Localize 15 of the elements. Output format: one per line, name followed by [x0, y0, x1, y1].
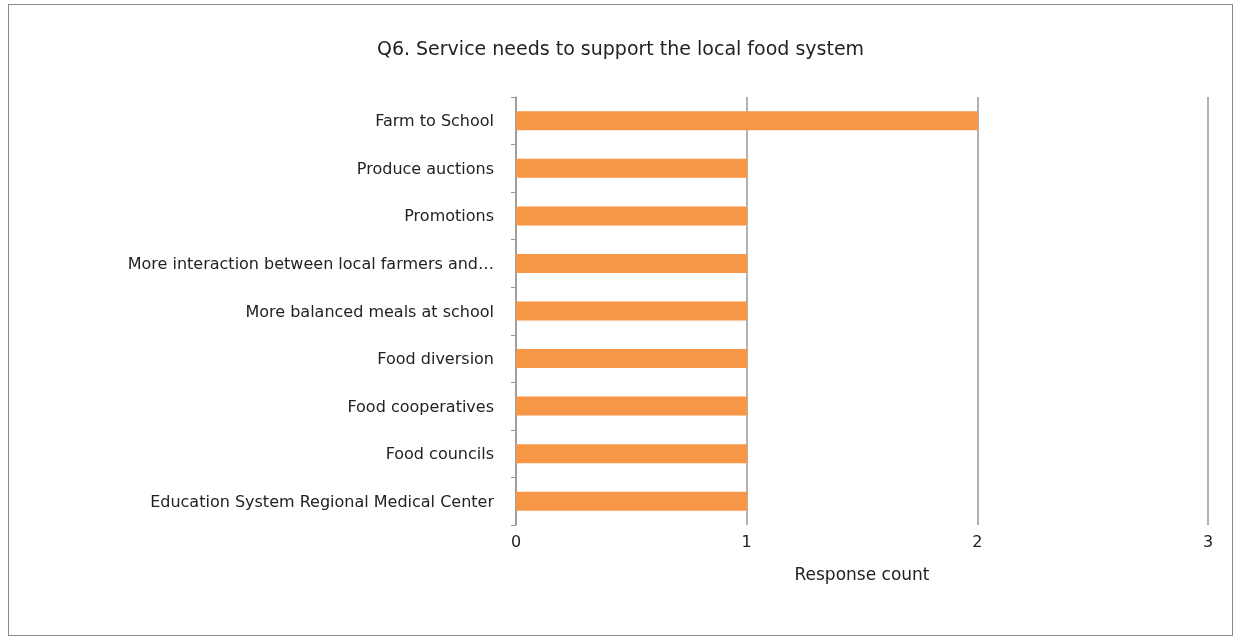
y-tick-label: Promotions	[404, 206, 494, 226]
y-tick-label: Farm to School	[375, 111, 494, 131]
y-tick-label: Food diversion	[377, 349, 494, 369]
y-tick-label: Education System Regional Medical Center	[150, 491, 495, 511]
y-tick-label: More interaction between local farmers and…	[127, 253, 494, 273]
x-tick-label: 0	[510, 531, 522, 551]
y-tick-label: Food cooperatives	[347, 396, 494, 416]
y-tick-label: Produce auctions	[356, 158, 494, 178]
y-tick-label: Food councils	[385, 444, 494, 464]
x-tick-label: 2	[972, 531, 983, 551]
chart-title: Q6. Service needs to support the local food system	[376, 36, 865, 59]
x-tick-label: 3	[1202, 531, 1214, 551]
y-tick-label: More balanced meals at school	[245, 301, 494, 321]
x-axis-title: Response count	[794, 563, 930, 584]
x-tick-label: 1	[741, 531, 752, 551]
